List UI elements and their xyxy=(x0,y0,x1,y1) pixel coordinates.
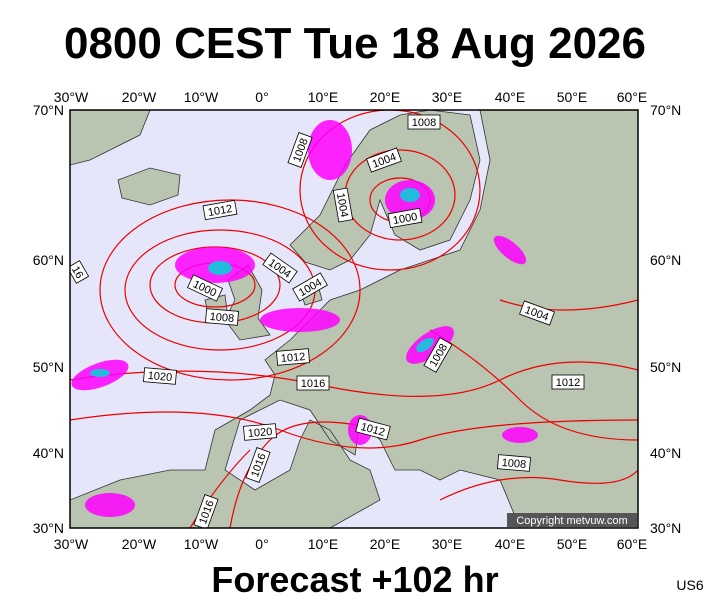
lon-label: 30°E xyxy=(432,89,463,105)
lon-label: 10°E xyxy=(308,536,339,552)
isobar-label-box xyxy=(519,300,555,326)
lon-label: 40°E xyxy=(495,536,526,552)
lat-label: 60°N xyxy=(33,252,64,268)
lon-label: 20°E xyxy=(370,89,401,105)
isobar-label-box xyxy=(287,132,313,168)
precipitation xyxy=(71,120,538,517)
lon-label: 50°E xyxy=(557,89,588,105)
isobar-label-box xyxy=(332,187,354,223)
isobar-label: 16 xyxy=(69,260,90,284)
isobar-label-box xyxy=(276,348,310,366)
isobar-label: 1008 xyxy=(407,114,441,130)
lon-label: 50°E xyxy=(557,536,588,552)
lon-label: 10°W xyxy=(184,536,219,552)
isobar-label-text: 1020 xyxy=(247,426,272,440)
lon-label: 10°W xyxy=(184,89,219,105)
isobar-label: 1020 xyxy=(143,367,177,385)
lon-label: 60°E xyxy=(617,89,648,105)
isobar-label-box xyxy=(143,367,177,385)
model-code: US6 xyxy=(676,577,703,593)
isobar-label: 1000 xyxy=(387,207,423,229)
axes: 30°W 30°W 20°W 20°W 10°W 10°W 0° 0° 10°E 10°E 20°E… xyxy=(33,89,682,552)
isobar-label-text: 1020 xyxy=(147,370,172,384)
isobar-label-box xyxy=(202,199,238,221)
isobar-label: 1004 xyxy=(332,187,354,223)
isobar-label-box xyxy=(243,423,277,441)
lat-label: 50°N xyxy=(650,359,681,375)
isobar-label-box xyxy=(407,114,441,130)
lon-label: 20°W xyxy=(122,89,157,105)
lon-label: 30°W xyxy=(54,89,89,105)
lat-label: 70°N xyxy=(650,102,681,118)
lon-label: 10°E xyxy=(308,89,339,105)
isobar-label: 1012 xyxy=(276,348,310,366)
lon-label: 60°E xyxy=(617,536,648,552)
lon-label: 0° xyxy=(255,536,268,552)
map-frame xyxy=(69,109,639,529)
isobar-label-box xyxy=(262,252,298,284)
isobar-label-box xyxy=(245,447,271,483)
isobar-label-text: 1012 xyxy=(207,203,233,219)
lat-label: 40°N xyxy=(650,445,681,461)
isobar-label: 1012 xyxy=(202,199,238,221)
copyright: Copyright metvuw.com xyxy=(516,515,627,527)
isobar-label: 1020 xyxy=(243,423,277,441)
isobar-label-box xyxy=(205,308,239,326)
title: 0800 CEST Tue 18 Aug 2026 xyxy=(64,19,646,68)
isobar-label-box xyxy=(292,272,328,302)
lon-label: 30°E xyxy=(432,536,463,552)
lat-label: 40°N xyxy=(33,445,64,461)
isobar-label-box xyxy=(387,207,423,229)
isobar-label-box xyxy=(187,274,223,302)
lat-label: 70°N xyxy=(33,102,64,118)
isobar-label-text: 1000 xyxy=(392,211,418,227)
isobar-label-box xyxy=(423,337,453,373)
lat-label: 50°N xyxy=(33,359,64,375)
isobar-label-box xyxy=(70,260,90,284)
isobar-label: 1008 xyxy=(205,308,239,326)
lat-label: 60°N xyxy=(650,252,681,268)
isobar-label-text: 1008 xyxy=(209,311,234,325)
isobar-label-text: 1008 xyxy=(501,457,526,471)
lon-label: 0° xyxy=(255,89,268,105)
lon-label: 30°W xyxy=(54,536,89,552)
isobar-label: 1012 xyxy=(551,374,585,390)
lat-label: 30°N xyxy=(650,520,681,536)
isobar-label-box xyxy=(551,374,585,390)
isobar-label-box xyxy=(497,454,531,472)
isobar-label-text: 16 xyxy=(69,264,86,281)
copyright-box xyxy=(507,513,637,527)
lon-label: 40°E xyxy=(495,89,526,105)
isobar-label-box xyxy=(296,375,330,391)
isobar-label-text: 1004 xyxy=(334,192,350,218)
isobar-label-text: 1012 xyxy=(280,351,305,365)
isobar-label-text: 1012 xyxy=(556,377,580,389)
lon-label: 20°W xyxy=(122,536,157,552)
forecast-label: Forecast +102 hr xyxy=(211,559,498,600)
isobar-label-text: 1008 xyxy=(412,117,436,129)
isobar-label-box xyxy=(366,147,402,173)
isobar-label: 1016 xyxy=(296,375,330,391)
heavy-precipitation xyxy=(90,188,434,377)
lon-label: 20°E xyxy=(370,536,401,552)
isobar-label: 1012 xyxy=(355,417,391,441)
isobar-label-box xyxy=(355,417,391,441)
isobar-label-text: 1016 xyxy=(301,378,325,390)
lat-label: 30°N xyxy=(33,520,64,536)
isobar-label: 1008 xyxy=(497,454,531,472)
isobar-label-box xyxy=(193,494,219,528)
